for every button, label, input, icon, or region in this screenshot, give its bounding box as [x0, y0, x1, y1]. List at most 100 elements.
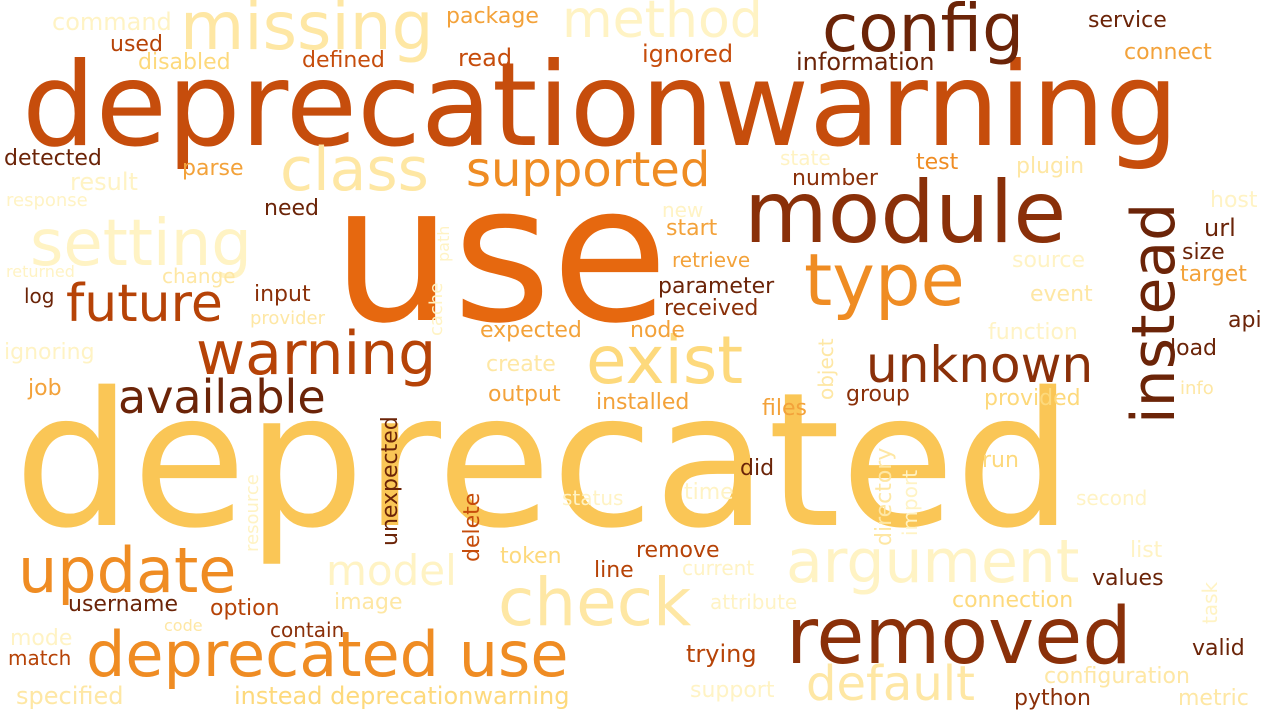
word-source: source — [1012, 248, 1086, 273]
word-option: option — [210, 596, 280, 621]
word-status: status — [562, 486, 624, 510]
word-import: import — [898, 469, 922, 536]
word-values: values — [1092, 566, 1164, 591]
word-instead: instead — [1119, 202, 1189, 424]
word-mode: mode — [10, 626, 73, 651]
word-deprecated: deprecated — [14, 352, 1074, 569]
word-size: size — [1182, 240, 1225, 265]
word-parameter: parameter — [658, 274, 775, 299]
word-missing: missing — [180, 0, 434, 65]
word-host: host — [1210, 188, 1258, 213]
word-module: module — [744, 163, 1067, 263]
word-exist: exist — [586, 322, 744, 399]
word-connect: connect — [1124, 40, 1212, 65]
word-argument: argument — [786, 527, 1080, 597]
word-files: files — [762, 396, 807, 421]
word-username: username — [68, 592, 178, 617]
word-model: model — [326, 546, 457, 595]
word-provided: provided — [984, 386, 1081, 411]
word-object: object — [814, 338, 838, 400]
word-remove: remove — [636, 538, 720, 563]
word-did: did — [740, 456, 775, 481]
word-default: default — [806, 656, 975, 712]
word-ignored: ignored — [642, 40, 734, 68]
word-returned: returned — [6, 262, 75, 281]
word-path: path — [434, 225, 453, 262]
word-time: time — [684, 480, 734, 505]
word-result: result — [70, 168, 138, 196]
word-line: line — [594, 558, 634, 583]
word-list: list — [1130, 538, 1163, 563]
word-removed: removed — [786, 592, 1132, 682]
word-config: config — [822, 0, 1024, 67]
word-use: use — [332, 144, 669, 365]
word-trying: trying — [686, 640, 757, 668]
word-expected: expected — [480, 318, 582, 343]
word-resource: resource — [242, 474, 263, 552]
word-python: python — [1014, 686, 1091, 711]
word-load: load — [1170, 336, 1218, 361]
word-delete: delete — [460, 492, 485, 562]
word-test: test — [916, 150, 959, 175]
word-configuration: configuration — [1044, 664, 1190, 689]
word-supported: supported — [466, 142, 711, 198]
word-create: create — [486, 352, 556, 377]
word-read: read — [458, 44, 513, 72]
word-token: token — [500, 544, 562, 569]
word-directory: directory — [872, 447, 897, 546]
word-used: used — [110, 32, 163, 57]
word-task: task — [1198, 581, 1222, 624]
word-second: second — [1076, 486, 1148, 510]
word-disabled: disabled — [138, 50, 231, 75]
word-ignoring: ignoring — [4, 340, 95, 365]
word-contain: contain — [270, 618, 345, 642]
word-valid: valid — [1192, 636, 1245, 661]
word-check: check — [498, 564, 692, 641]
word-metric: metric — [1178, 686, 1249, 711]
word-code: code — [164, 616, 203, 635]
word-package: package — [446, 4, 539, 29]
word-new: new — [662, 198, 704, 222]
word-detected: detected — [4, 146, 102, 171]
word-method: method — [562, 0, 763, 50]
word-warning: warning — [196, 319, 437, 389]
word-update: update — [18, 534, 237, 607]
word-deprecated-use: deprecated use — [86, 618, 569, 691]
word-change: change — [162, 264, 236, 288]
word-installed: installed — [596, 390, 690, 415]
word-input: input — [254, 282, 311, 307]
word-class: class — [280, 135, 429, 205]
word-run: run — [982, 448, 1019, 473]
word-image: image — [334, 590, 403, 615]
word-specified: specified — [16, 682, 124, 710]
word-provider: provider — [250, 308, 325, 329]
word-unexpected: unexpected — [378, 416, 403, 546]
word-plugin: plugin — [1016, 154, 1085, 179]
word-node: node — [630, 318, 685, 343]
word-match: match — [8, 646, 72, 670]
word-instead-deprecationwarning: instead deprecationwarning — [234, 682, 570, 710]
word-defined: defined — [302, 48, 385, 73]
word-need: need — [264, 196, 319, 221]
word-deprecationwarning: deprecationwarning — [22, 38, 1179, 173]
word-setting: setting — [30, 207, 252, 281]
word-unknown: unknown — [866, 336, 1094, 394]
word-attribute: attribute — [710, 590, 798, 614]
word-url: url — [1204, 214, 1236, 242]
word-current: current — [682, 556, 755, 580]
word-event: event — [1030, 282, 1093, 307]
word-response: response — [6, 190, 88, 211]
word-retrieve: retrieve — [672, 248, 751, 272]
word-available: available — [118, 370, 326, 424]
word-log: log — [24, 284, 55, 308]
word-group: group — [846, 382, 910, 407]
word-connection: connection — [952, 588, 1074, 613]
word-api: api — [1228, 308, 1262, 333]
word-support: support — [690, 678, 775, 703]
word-info: info — [1180, 378, 1214, 399]
word-command: command — [52, 8, 172, 36]
word-cache: cache — [426, 282, 447, 336]
word-information: information — [796, 48, 935, 76]
word-start: start — [666, 216, 718, 241]
